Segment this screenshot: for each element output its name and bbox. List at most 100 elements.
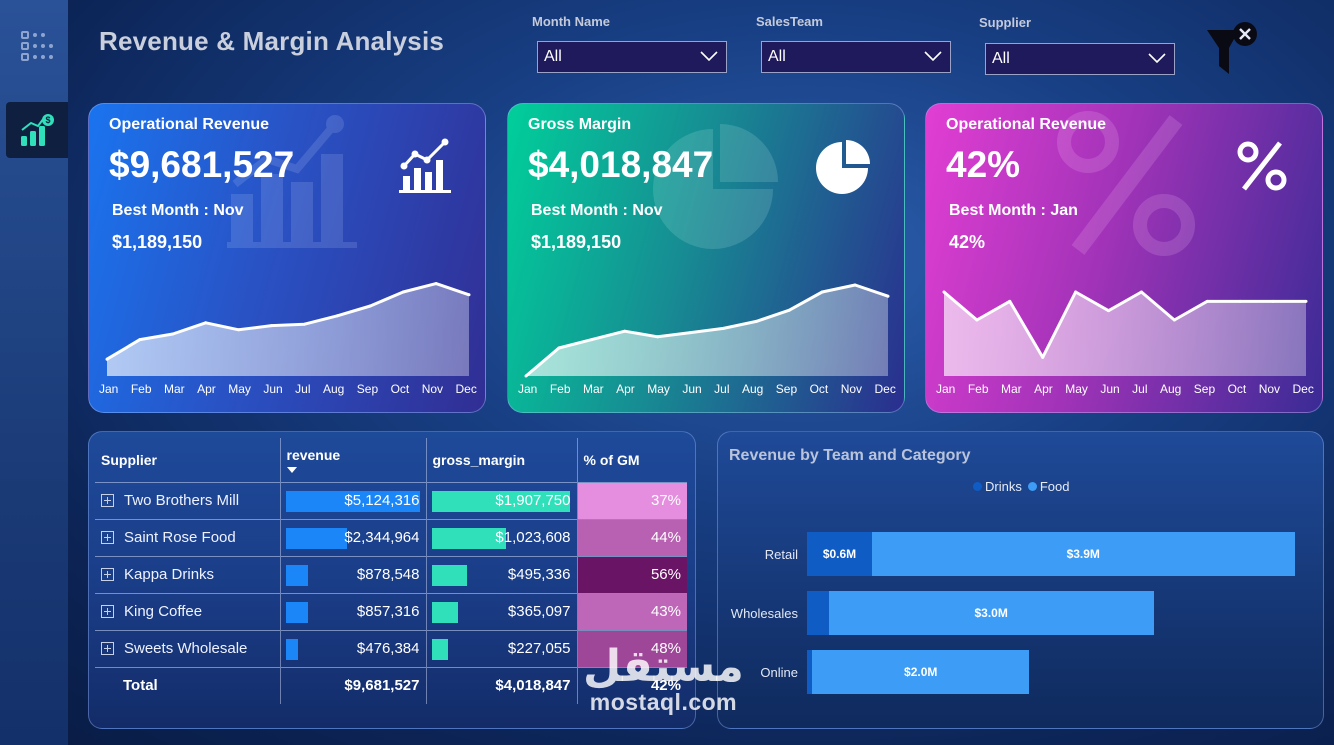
total-revenue-cell: $9,681,527 [280, 666, 427, 704]
legend-item-food[interactable]: Food [1027, 479, 1069, 494]
total-revenue: $9,681,527 [344, 676, 420, 694]
expand-plus-icon[interactable] [101, 605, 114, 618]
month-name-dropdown[interactable]: All [537, 41, 727, 73]
nav-item-revenue[interactable]: $ [6, 102, 68, 158]
kpi-best-month: Best Month : Nov [531, 202, 663, 219]
pct-gm-value: 56% [577, 556, 687, 593]
kpi-card-gross-margin[interactable]: Gross Margin $4,018,847 Best Month : Nov… [507, 103, 905, 413]
supplier-cell[interactable]: Kappa Drinks [95, 555, 281, 593]
watermark-arabic: مستقل [583, 641, 744, 692]
trend-point-jan [942, 290, 946, 294]
trend-point-oct [820, 290, 824, 294]
salesteam-value: All [768, 48, 786, 65]
trend-point-jul [1139, 290, 1143, 294]
gross-margin-value: $495,336 [507, 565, 571, 583]
trend-point-apr [204, 321, 208, 325]
supplier-cell[interactable]: Saint Rose Food [95, 518, 281, 556]
month-name-value: All [544, 48, 562, 65]
month-label: Sep [356, 382, 379, 396]
supplier-name: King Coffee [124, 603, 203, 620]
month-label: Jun [682, 382, 702, 396]
table-row[interactable]: Kappa Drinks $878,548 $495,336 56% [95, 555, 687, 593]
bar-drinks-retail[interactable]: $0.6M [807, 532, 872, 576]
bar-food-retail[interactable]: $3.9M [872, 532, 1295, 576]
pct-gm-cell: 48% [577, 629, 687, 667]
column-header-pct-gm[interactable]: % of GM [583, 451, 640, 468]
month-label: Dec [874, 382, 896, 396]
kpi-card-margin-percent[interactable]: Operational Revenue 42% Best Month : Jan… [925, 103, 1323, 413]
revenue-chart-icon: $ [21, 114, 54, 146]
trend-point-oct [1238, 299, 1242, 303]
pct-gm-value: 37% [577, 482, 687, 519]
expand-plus-icon[interactable] [101, 642, 114, 655]
trend-line [943, 290, 1306, 359]
month-label: May [1065, 382, 1088, 396]
month-label: Jun [1100, 382, 1120, 396]
trend-point-aug [335, 314, 339, 318]
trend-point-dec [886, 294, 890, 298]
legend-label: Drinks [985, 479, 1022, 494]
month-label: Jul [714, 382, 730, 396]
nav-item-overview[interactable] [6, 18, 68, 74]
revenue-databar [285, 490, 420, 512]
bar-food-online[interactable]: $2.0M [812, 650, 1030, 694]
supplier-cell[interactable]: Sweets Wholesale [95, 629, 281, 667]
month-label: Nov [421, 382, 444, 396]
gross-margin-databar [431, 527, 506, 549]
bar-chart-decoration-icon [227, 115, 357, 248]
percent-decoration-icon [1057, 111, 1195, 256]
trend-point-feb [557, 346, 561, 350]
month-label: Jul [1132, 382, 1148, 396]
month-label: Apr [616, 382, 635, 396]
trend-point-may [656, 335, 660, 339]
supplier-dropdown[interactable]: All [985, 43, 1175, 75]
trend-point-sep [787, 308, 791, 312]
month-label: Apr [1034, 382, 1053, 396]
bar-food-wholesales[interactable]: $3.0M [828, 591, 1154, 635]
bar-drinks-wholesales[interactable] [807, 591, 829, 635]
trend-point-jan [105, 357, 109, 361]
trend-point-mar [171, 332, 175, 336]
supplier-cell[interactable]: Two Brothers Mill [95, 481, 281, 519]
table-row[interactable]: Sweets Wholesale $476,384 $227,055 48% [95, 629, 687, 667]
total-label-cell: Total [95, 666, 281, 704]
trend-point-may [237, 328, 241, 332]
month-label: Feb [130, 382, 152, 396]
revenue-cell: $476,384 [280, 629, 427, 667]
column-header-supplier[interactable]: Supplier [95, 438, 281, 482]
trend-point-aug [754, 319, 758, 323]
supplier-table: Supplier revenue gross_margin % of GM Tw… [95, 438, 687, 704]
chart-legend: Drinks Food [973, 479, 1071, 494]
trend-point-dec [467, 293, 471, 297]
expand-plus-icon[interactable] [101, 531, 114, 544]
trend-point-apr [623, 329, 627, 333]
month-label: Dec [1292, 382, 1314, 396]
month-label: Feb [549, 382, 571, 396]
gross-margin-value: $1,907,750 [495, 491, 571, 509]
bar-drinks-online[interactable] [807, 650, 813, 694]
legend-item-drinks[interactable]: Drinks [973, 479, 1022, 494]
gross-margin-value: $365,097 [507, 602, 571, 620]
column-header-gross-margin[interactable]: gross_margin [426, 438, 578, 482]
legend-dot [973, 482, 982, 491]
clear-filters-button[interactable] [1205, 20, 1261, 83]
trend-point-jun [270, 324, 274, 328]
salesteam-dropdown[interactable]: All [761, 41, 951, 73]
supplier-table-panel: Supplier revenue gross_margin % of GM Tw… [88, 431, 696, 729]
month-label: Sep [1193, 382, 1216, 396]
table-row[interactable]: Saint Rose Food $2,344,964 $1,023,608 44… [95, 518, 687, 556]
trend-point-mar [1008, 299, 1012, 303]
legend-dot [1027, 482, 1037, 491]
expand-plus-icon[interactable] [101, 568, 114, 581]
kpi-card-operational-revenue[interactable]: Operational Revenue $9,681,527 Best Mont… [88, 103, 486, 413]
revenue-value: $5,124,316 [344, 491, 420, 509]
table-row[interactable]: Two Brothers Mill $5,124,316 $1,907,750 … [95, 481, 687, 519]
column-header-revenue[interactable]: revenue [280, 438, 427, 482]
supplier-name: Saint Rose Food [124, 529, 236, 546]
month-label: Jun [263, 382, 283, 396]
table-row[interactable]: King Coffee $857,316 $365,097 43% [95, 592, 687, 630]
total-label: Total [123, 677, 158, 695]
expand-plus-icon[interactable] [101, 494, 114, 507]
supplier-cell[interactable]: King Coffee [95, 592, 281, 630]
kpi-title: Gross Margin [528, 116, 632, 133]
